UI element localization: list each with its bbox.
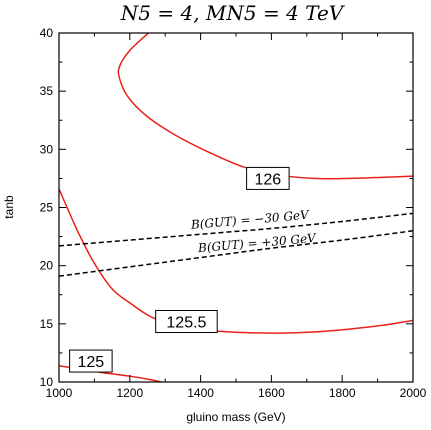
contour-label-box — [69, 349, 113, 373]
y-tick-label: 25 — [40, 201, 54, 215]
contour-label-126: 126 — [255, 171, 282, 188]
contour-label-box — [155, 310, 218, 334]
x-tick-label: 1000 — [46, 386, 73, 400]
plot-frame — [58, 32, 414, 383]
series-group — [59, 33, 413, 382]
series-line-125-5 — [59, 188, 413, 334]
y-tick-label: 10 — [40, 375, 54, 389]
plot-area: 1000 1200 1400 1600 1800 2000 10 15 20 25 30 35 40 12… — [40, 26, 427, 400]
y-tick-label: 30 — [40, 142, 54, 156]
y-tick-label: 20 — [40, 259, 54, 273]
series-line-b-gut-30-gev — [59, 212, 413, 247]
chart-title: N5 = 4, MN5 = 4 TeV — [120, 1, 346, 25]
series-line-b-gut-30-gev — [59, 230, 413, 277]
x-tick-label: 1200 — [116, 386, 143, 400]
boundary-label: B(GUT) = +30 GeV — [196, 231, 317, 255]
x-tick-label: 1600 — [258, 386, 285, 400]
y-axis-label: tanb — [2, 195, 16, 219]
contour-label-125: 125 — [78, 354, 105, 371]
x-tick-label: 1800 — [329, 386, 356, 400]
contour-label-box — [246, 166, 290, 190]
y-tick-label: 35 — [40, 84, 54, 98]
boundary-label: B(GUT) = −30 GeV — [189, 208, 310, 232]
x-axis-label: gluino mass (GeV) — [186, 410, 285, 424]
x-tick-label: 1400 — [187, 386, 214, 400]
contour-label-125-5: 125.5 — [166, 315, 206, 332]
x-tick-label: 2000 — [400, 386, 427, 400]
y-tick-label: 40 — [40, 26, 54, 40]
series-line-126 — [117, 33, 413, 180]
y-tick-label: 15 — [40, 317, 54, 331]
